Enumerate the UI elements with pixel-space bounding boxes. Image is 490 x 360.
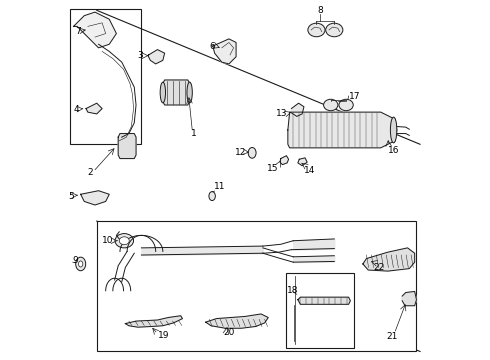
Bar: [70, 9, 142, 144]
Polygon shape: [298, 297, 350, 304]
Polygon shape: [74, 12, 117, 48]
Ellipse shape: [248, 148, 256, 158]
Text: 4: 4: [74, 105, 79, 114]
Polygon shape: [206, 314, 268, 328]
Polygon shape: [81, 191, 109, 205]
Text: 7: 7: [75, 27, 81, 36]
Text: 18: 18: [287, 286, 298, 295]
Text: 17: 17: [348, 91, 360, 100]
Text: 9: 9: [73, 256, 78, 265]
Text: 2: 2: [88, 168, 94, 177]
Text: 12: 12: [235, 148, 246, 157]
Text: 20: 20: [223, 328, 235, 337]
Text: 13: 13: [276, 109, 287, 118]
Text: 3: 3: [137, 51, 143, 60]
Polygon shape: [213, 39, 236, 64]
Bar: [97, 221, 416, 351]
Ellipse shape: [187, 82, 192, 103]
Ellipse shape: [339, 99, 353, 111]
Ellipse shape: [326, 23, 343, 37]
Ellipse shape: [119, 237, 129, 245]
Polygon shape: [118, 134, 136, 158]
Polygon shape: [288, 112, 397, 148]
Ellipse shape: [323, 99, 338, 111]
Polygon shape: [292, 103, 304, 116]
Polygon shape: [402, 292, 416, 306]
Text: 10: 10: [102, 236, 114, 245]
Polygon shape: [148, 50, 165, 64]
Text: 11: 11: [214, 182, 225, 191]
Polygon shape: [298, 158, 307, 166]
Ellipse shape: [391, 117, 397, 143]
Bar: [286, 273, 354, 348]
Text: 6: 6: [209, 41, 215, 50]
Ellipse shape: [209, 192, 215, 201]
Text: 8: 8: [317, 6, 323, 15]
Text: 22: 22: [373, 263, 384, 272]
Polygon shape: [280, 156, 289, 165]
Polygon shape: [125, 316, 182, 327]
Text: 16: 16: [388, 146, 399, 155]
Ellipse shape: [78, 261, 83, 267]
Text: 21: 21: [387, 332, 398, 341]
Ellipse shape: [160, 82, 166, 103]
Polygon shape: [86, 103, 102, 114]
Ellipse shape: [308, 23, 325, 37]
Polygon shape: [363, 248, 415, 271]
Text: 5: 5: [68, 192, 74, 201]
Polygon shape: [163, 80, 190, 105]
Ellipse shape: [75, 257, 86, 271]
Text: 14: 14: [304, 166, 316, 175]
Text: 19: 19: [157, 331, 169, 340]
Text: 15: 15: [268, 164, 279, 173]
Ellipse shape: [115, 234, 134, 248]
Text: 1: 1: [192, 129, 197, 138]
